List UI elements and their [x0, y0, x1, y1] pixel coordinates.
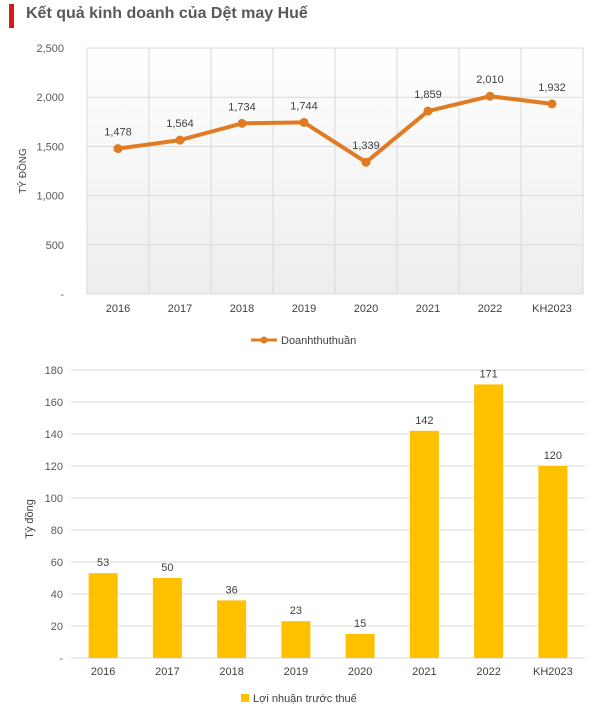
x-tick-label: 2019 — [284, 666, 308, 678]
data-point — [113, 144, 123, 154]
bar — [474, 384, 504, 658]
bar — [152, 578, 182, 658]
y-tick-label: 500 — [46, 240, 64, 252]
x-tick-label: 2018 — [230, 303, 254, 315]
x-tick-label: 2022 — [478, 303, 502, 315]
y-tick-label: 120 — [45, 461, 63, 473]
bar — [538, 466, 568, 658]
x-tick-label: 2020 — [354, 303, 378, 315]
x-tick-label: KH2023 — [532, 303, 572, 315]
y-tick-label: 80 — [51, 525, 63, 537]
x-tick-label: 2021 — [412, 666, 436, 678]
data-label: 1,734 — [228, 101, 256, 113]
y-tick-label: 1,500 — [36, 141, 64, 153]
data-point — [361, 157, 371, 167]
data-label: 2,010 — [476, 74, 504, 86]
legend-swatch — [241, 694, 249, 702]
x-tick-label: 2020 — [348, 666, 372, 678]
x-tick-label: 2016 — [106, 303, 130, 315]
bar — [88, 573, 118, 658]
x-tick-label: 2021 — [416, 303, 440, 315]
y-tick-label: 60 — [51, 557, 63, 569]
profit-bar-chart: - 20 40 60 80 100 120 140 160 180 Tỷ đồng 2016 2017 2… — [24, 365, 585, 705]
x-tick-label: 2017 — [168, 303, 192, 315]
y-tick-label: 40 — [51, 589, 63, 601]
y-tick-label: 140 — [45, 429, 63, 441]
y-tick-label: 2,500 — [36, 43, 64, 55]
page-title: Kết quả kinh doanh của Dệt may Huế — [26, 5, 308, 22]
y-tick-label: 2,000 — [36, 92, 64, 104]
y-tick-label: 100 — [45, 493, 63, 505]
bar — [217, 600, 247, 658]
legend-marker — [260, 336, 268, 344]
x-tick-label: 2022 — [476, 666, 500, 678]
data-label: 53 — [97, 557, 109, 569]
data-label: 15 — [354, 618, 366, 630]
bar — [281, 621, 311, 658]
data-label: 1,564 — [166, 118, 194, 130]
data-label: 36 — [226, 584, 238, 596]
legend-entry: Lợi nhuận trước thuế — [253, 693, 357, 705]
y-axis-label: Tỷ đồng — [24, 499, 36, 539]
data-label: 1,478 — [104, 127, 132, 139]
x-tick-label: 2019 — [292, 303, 316, 315]
y-tick-label: - — [60, 289, 64, 301]
x-tick-label: 2017 — [155, 666, 179, 678]
data-label: 1,859 — [414, 89, 442, 101]
y-axis-label: TỶ ĐỒNG — [16, 148, 29, 194]
y-tick-label: 20 — [51, 621, 63, 633]
data-point — [175, 135, 185, 145]
bar — [409, 430, 439, 658]
data-label: 23 — [290, 605, 302, 617]
y-tick-label: - — [59, 653, 63, 665]
data-point — [237, 118, 247, 128]
data-label: 120 — [544, 450, 562, 462]
series-line — [116, 94, 554, 165]
bar — [345, 634, 375, 658]
revenue-line-chart: - 500 1,000 1,500 2,000 2,500 TỶ ĐỒNG 2016 2017 2… — [16, 43, 584, 347]
x-tick-label: KH2023 — [533, 666, 573, 678]
y-tick-label: 180 — [45, 365, 63, 377]
title-accent-bar — [9, 4, 14, 28]
data-point — [299, 117, 309, 127]
data-point — [547, 99, 557, 109]
data-label: 171 — [479, 368, 497, 380]
data-label: 50 — [161, 562, 173, 574]
data-point — [423, 106, 433, 116]
y-tick-label: 1,000 — [36, 191, 64, 203]
x-tick-label: 2018 — [219, 666, 243, 678]
data-label: 1,744 — [290, 100, 318, 112]
legend-entry: Doanhthuthuần — [281, 335, 356, 347]
y-tick-label: 160 — [45, 397, 63, 409]
x-tick-label: 2016 — [91, 666, 115, 678]
data-label: 1,932 — [538, 82, 566, 94]
data-label: 142 — [415, 415, 433, 427]
data-label: 1,339 — [352, 140, 380, 152]
data-point — [485, 91, 495, 101]
